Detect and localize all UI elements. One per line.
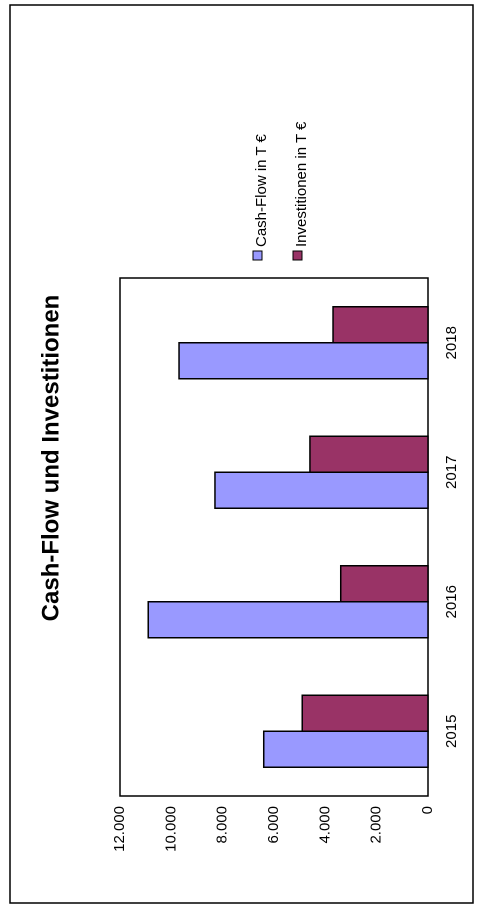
y-tick-label: 2.000 xyxy=(368,806,385,844)
category-label-2018: 2018 xyxy=(443,326,460,359)
legend-swatch-cash-flow xyxy=(252,250,263,261)
y-tick-label: 4.000 xyxy=(316,806,333,844)
bar-cash-flow-2016 xyxy=(147,601,429,639)
legend-item-investitionen: Investitionen in T € xyxy=(292,121,310,261)
y-tick-label: 8.000 xyxy=(214,806,231,844)
bars xyxy=(147,306,429,768)
bar-investitionen-2016 xyxy=(339,565,429,603)
bar-investitionen-2015 xyxy=(301,694,429,732)
category-label-2015: 2015 xyxy=(443,715,460,748)
y-tick-label: 10.000 xyxy=(162,806,179,852)
category-label-2016: 2016 xyxy=(443,585,460,618)
bar-cash-flow-2017 xyxy=(214,471,429,509)
legend-item-cash-flow: Cash-Flow in T € xyxy=(252,134,270,261)
bar-investitionen-2018 xyxy=(332,306,429,344)
y-tick-label: 6.000 xyxy=(265,806,282,844)
y-tick-label: 0 xyxy=(419,806,436,814)
y-tick-label: 12.000 xyxy=(111,806,128,852)
bar-cash-flow-2015 xyxy=(262,730,429,768)
y-axis-ticks: 0 2.000 4.000 6.000 8.000 10.000 12.000 xyxy=(111,806,436,852)
chart-title: Cash-Flow und Investitionen xyxy=(37,295,64,622)
legend-label-investitionen: Investitionen in T € xyxy=(293,121,310,247)
category-labels: 2015 2016 2017 2018 xyxy=(443,326,460,748)
legend: Cash-Flow in T € Investitionen in T € xyxy=(252,121,310,261)
category-label-2017: 2017 xyxy=(443,456,460,489)
legend-label-cash-flow: Cash-Flow in T € xyxy=(253,134,270,247)
bar-investitionen-2017 xyxy=(309,435,429,473)
legend-swatch-investitionen xyxy=(292,250,303,261)
bar-cash-flow-2018 xyxy=(178,342,429,380)
